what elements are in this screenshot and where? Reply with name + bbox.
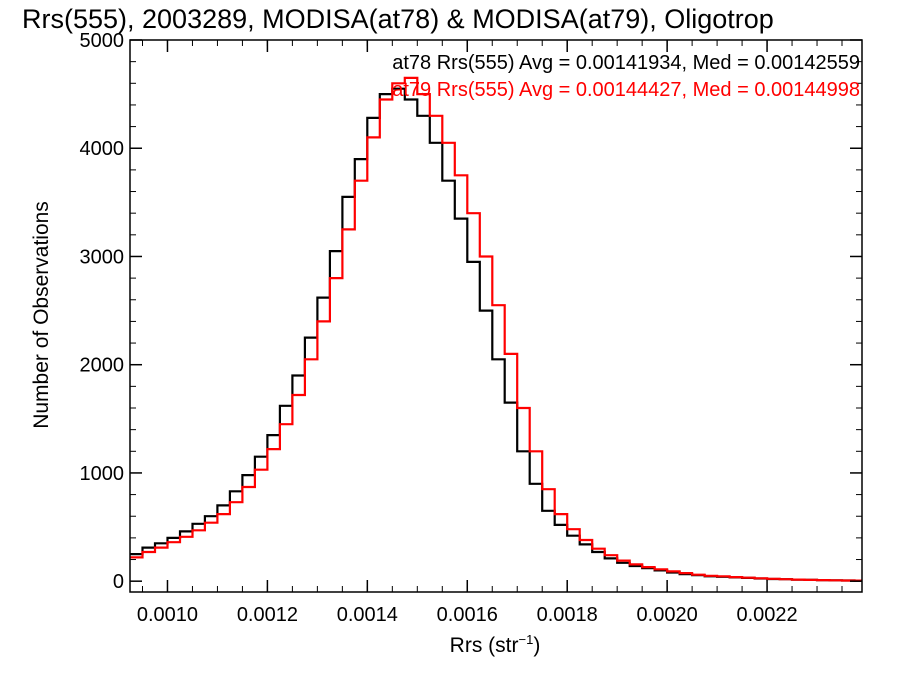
x-tick-label: 0.0016 (437, 604, 498, 626)
legend-entry-0: at78 Rrs(555) Avg = 0.00141934, Med = 0.… (392, 52, 860, 74)
y-axis-label: Number of Observations (30, 201, 53, 429)
x-axis-label-suffix: ) (533, 634, 540, 657)
series-line-0 (130, 87, 862, 582)
x-tick-label: 0.0022 (736, 604, 797, 626)
chart-title: Rrs(555), 2003289, MODISA(at78) & MODISA… (22, 4, 774, 34)
x-tick-label: 0.0012 (237, 604, 298, 626)
plot-area (130, 76, 862, 582)
y-tick-label: 0 (113, 571, 124, 593)
legend-entry-1: at79 Rrs(555) Avg = 0.00144427, Med = 0.… (392, 79, 860, 101)
x-tick-label: 0.0010 (137, 604, 198, 626)
y-tick-label: 1000 (80, 463, 125, 485)
y-tick-label: 3000 (80, 246, 125, 268)
legend: at78 Rrs(555) Avg = 0.00141934, Med = 0.… (392, 52, 860, 101)
series-line-1 (130, 76, 862, 582)
x-axis-label: Rrs (str−1) (450, 632, 541, 657)
x-axis: 0.0010 0.0012 0.0014 0.0016 0.0018 0.0020 0.00… (137, 40, 843, 626)
x-axis-label-superscript: −1 (519, 632, 534, 647)
y-tick-label: 2000 (80, 355, 125, 377)
y-tick-label: 4000 (80, 138, 125, 160)
x-tick-label: 0.0020 (637, 604, 698, 626)
x-tick-label: 0.0014 (337, 604, 398, 626)
y-axis: 0 1000 2000 3000 4000 5000 (80, 30, 862, 593)
plot-frame (129, 39, 863, 593)
x-tick-label: 0.0018 (537, 604, 598, 626)
y-tick-label: 5000 (80, 30, 125, 52)
